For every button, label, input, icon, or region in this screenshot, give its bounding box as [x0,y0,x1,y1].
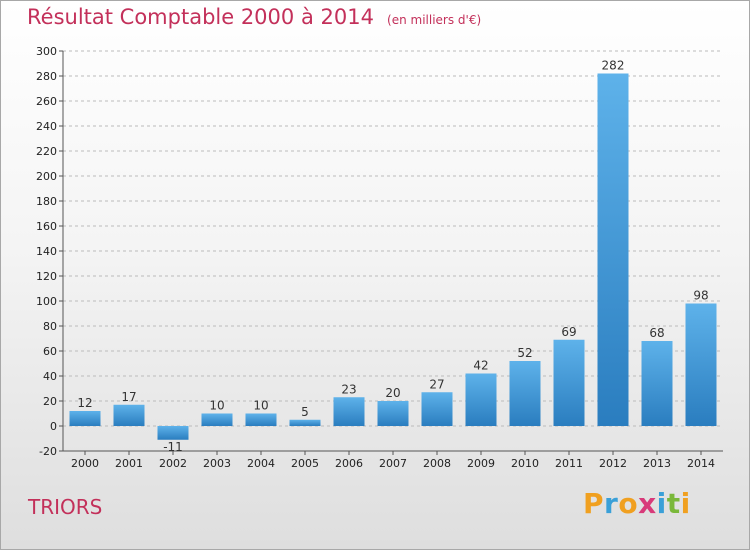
label-layer: 12 17 -11 10 10 5 23 20 27 42 52 69 282 68 98 [77,59,708,454]
data-label-2008: 27 [429,377,444,391]
y-tick-label: 160 [36,220,57,233]
y-tick-label: 260 [36,95,57,108]
x-tick-label-2010: 2010 [511,457,539,470]
x-tick-label-2014: 2014 [687,457,715,470]
chart-subtitle: (en milliers d'€) [387,13,482,27]
y-tick-label: -20 [39,445,57,458]
data-label-2014: 98 [693,289,708,303]
bar-2002 [157,426,189,440]
x-tick-label-2003: 2003 [203,457,231,470]
data-label-2004: 10 [253,399,268,413]
bar-2010 [509,361,541,426]
x-tick-label-2007: 2007 [379,457,407,470]
data-label-2012: 282 [602,59,625,73]
bar-2003 [201,413,233,426]
bar-2005 [289,419,321,426]
logo-letter: o [618,487,639,520]
x-tick-label-2012: 2012 [599,457,627,470]
logo-letter: x [638,487,657,520]
data-label-2001: 17 [121,390,136,404]
y-tick-label: 140 [36,245,57,258]
commune-name: TRIORS [28,495,103,519]
logo-letter: r [604,487,619,520]
y-tick-label: 40 [43,370,57,383]
data-label-2006: 23 [341,382,356,396]
data-label-2000: 12 [77,396,92,410]
y-tick-label: 220 [36,145,57,158]
y-tick-label: 240 [36,120,57,133]
bar-2000 [69,411,101,426]
logo-letter: t [666,487,681,520]
bar-2014 [685,303,717,426]
chart-title: Résultat Comptable 2000 à 2014 [27,5,374,29]
bar-2009 [465,373,497,426]
y-tick-label: 300 [36,45,57,58]
title-row: Résultat Comptable 2000 à 2014 (en milli… [27,5,481,29]
x-tick-label-2002: 2002 [159,457,187,470]
x-tick-label-2006: 2006 [335,457,363,470]
data-label-2002: -11 [163,440,183,454]
bar-2001 [113,404,145,426]
y-tick-label: 20 [43,395,57,408]
data-label-2005: 5 [301,405,309,419]
y-tick-label: 100 [36,295,57,308]
x-tick-label-2008: 2008 [423,457,451,470]
logo-letter: i [680,487,691,520]
y-tick-label: 280 [36,70,57,83]
y-tick-label: 0 [50,420,57,433]
data-label-2009: 42 [473,359,488,373]
y-tick-label: 80 [43,320,57,333]
proxiti-logo[interactable]: Proxiti [583,487,691,520]
x-tick-label-2001: 2001 [115,457,143,470]
bar-layer [69,73,717,440]
x-tick-label-2011: 2011 [555,457,583,470]
bar-2013 [641,341,673,426]
y-tick-label: 120 [36,270,57,283]
data-label-2010: 52 [517,346,532,360]
bar-2006 [333,397,365,426]
data-label-2007: 20 [385,386,400,400]
data-label-2011: 69 [561,325,576,339]
logo-letter: P [583,487,605,520]
bar-2007 [377,401,409,426]
bar-2004 [245,413,277,426]
bar-2012 [597,73,629,426]
data-label-2013: 68 [649,326,664,340]
x-tick-label-2005: 2005 [291,457,319,470]
logo-letter: i [656,487,667,520]
y-tick-label: 200 [36,170,57,183]
x-tick-label-2013: 2013 [643,457,671,470]
axis-layer: -200204060801001201401601802002202402602… [36,45,723,470]
y-tick-label: 180 [36,195,57,208]
y-tick-label: 60 [43,345,57,358]
data-label-2003: 10 [209,399,224,413]
bar-2008 [421,392,453,426]
x-tick-label-2000: 2000 [71,457,99,470]
x-tick-label-2004: 2004 [247,457,275,470]
x-tick-label-2009: 2009 [467,457,495,470]
bar-2011 [553,339,585,426]
